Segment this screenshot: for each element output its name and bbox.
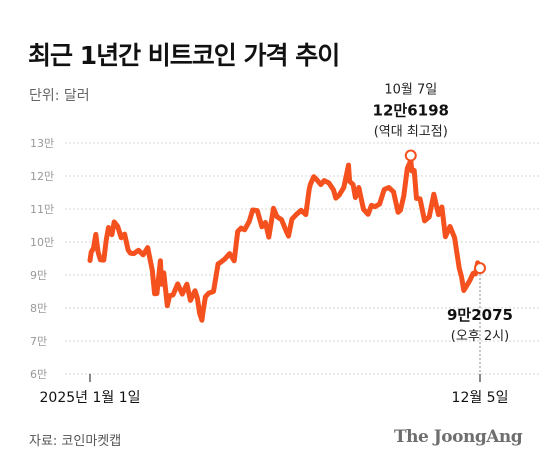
y-tick-label: 13만 xyxy=(30,137,54,150)
price-series-line xyxy=(87,158,483,323)
source-credit: 자료: 코인마켓캡 xyxy=(29,434,122,449)
y-tick-label: 9만 xyxy=(30,269,47,282)
x-axis-ticks: 2025년 1월 1일 12월 5일 xyxy=(40,374,509,406)
y-tick-label: 11만 xyxy=(30,203,54,216)
annotation-marker xyxy=(404,149,417,162)
publisher-logo: The JoongAng xyxy=(394,427,523,447)
annotation-value-label: 9만2075 xyxy=(447,306,513,324)
unit-label: 단위: 달러 xyxy=(29,88,90,104)
y-axis-ticks: 6만 7만 8만 9만 10만 11만 12만 13만 xyxy=(30,137,54,381)
annotations: 10월 7일 12만6198 (역대 최고점) 9만2075 (오후 2시) xyxy=(373,83,513,374)
y-tick-label: 10만 xyxy=(30,236,54,249)
x-tick-label: 12월 5일 xyxy=(452,390,509,406)
annotation-latest: 9만2075 (오후 2시) xyxy=(447,262,513,374)
chart-title: 최근 1년간 비트코인 가격 추이 xyxy=(28,41,340,70)
annotation-date-label: 10월 7일 xyxy=(384,83,437,98)
annotation-value-label: 12만6198 xyxy=(373,102,449,120)
y-tick-label: 7만 xyxy=(30,335,47,348)
annotation-marker xyxy=(474,262,486,275)
series-group xyxy=(87,158,483,323)
annotation-note-label: (오후 2시) xyxy=(451,329,509,344)
y-tick-label: 8만 xyxy=(30,302,47,315)
y-tick-label: 12만 xyxy=(30,170,54,183)
x-tick-label: 2025년 1월 1일 xyxy=(40,390,141,406)
y-tick-label: 6만 xyxy=(30,368,47,381)
annotation-all-time-high: 10월 7일 12만6198 (역대 최고점) xyxy=(373,83,449,162)
annotation-note-label: (역대 최고점) xyxy=(374,125,448,140)
